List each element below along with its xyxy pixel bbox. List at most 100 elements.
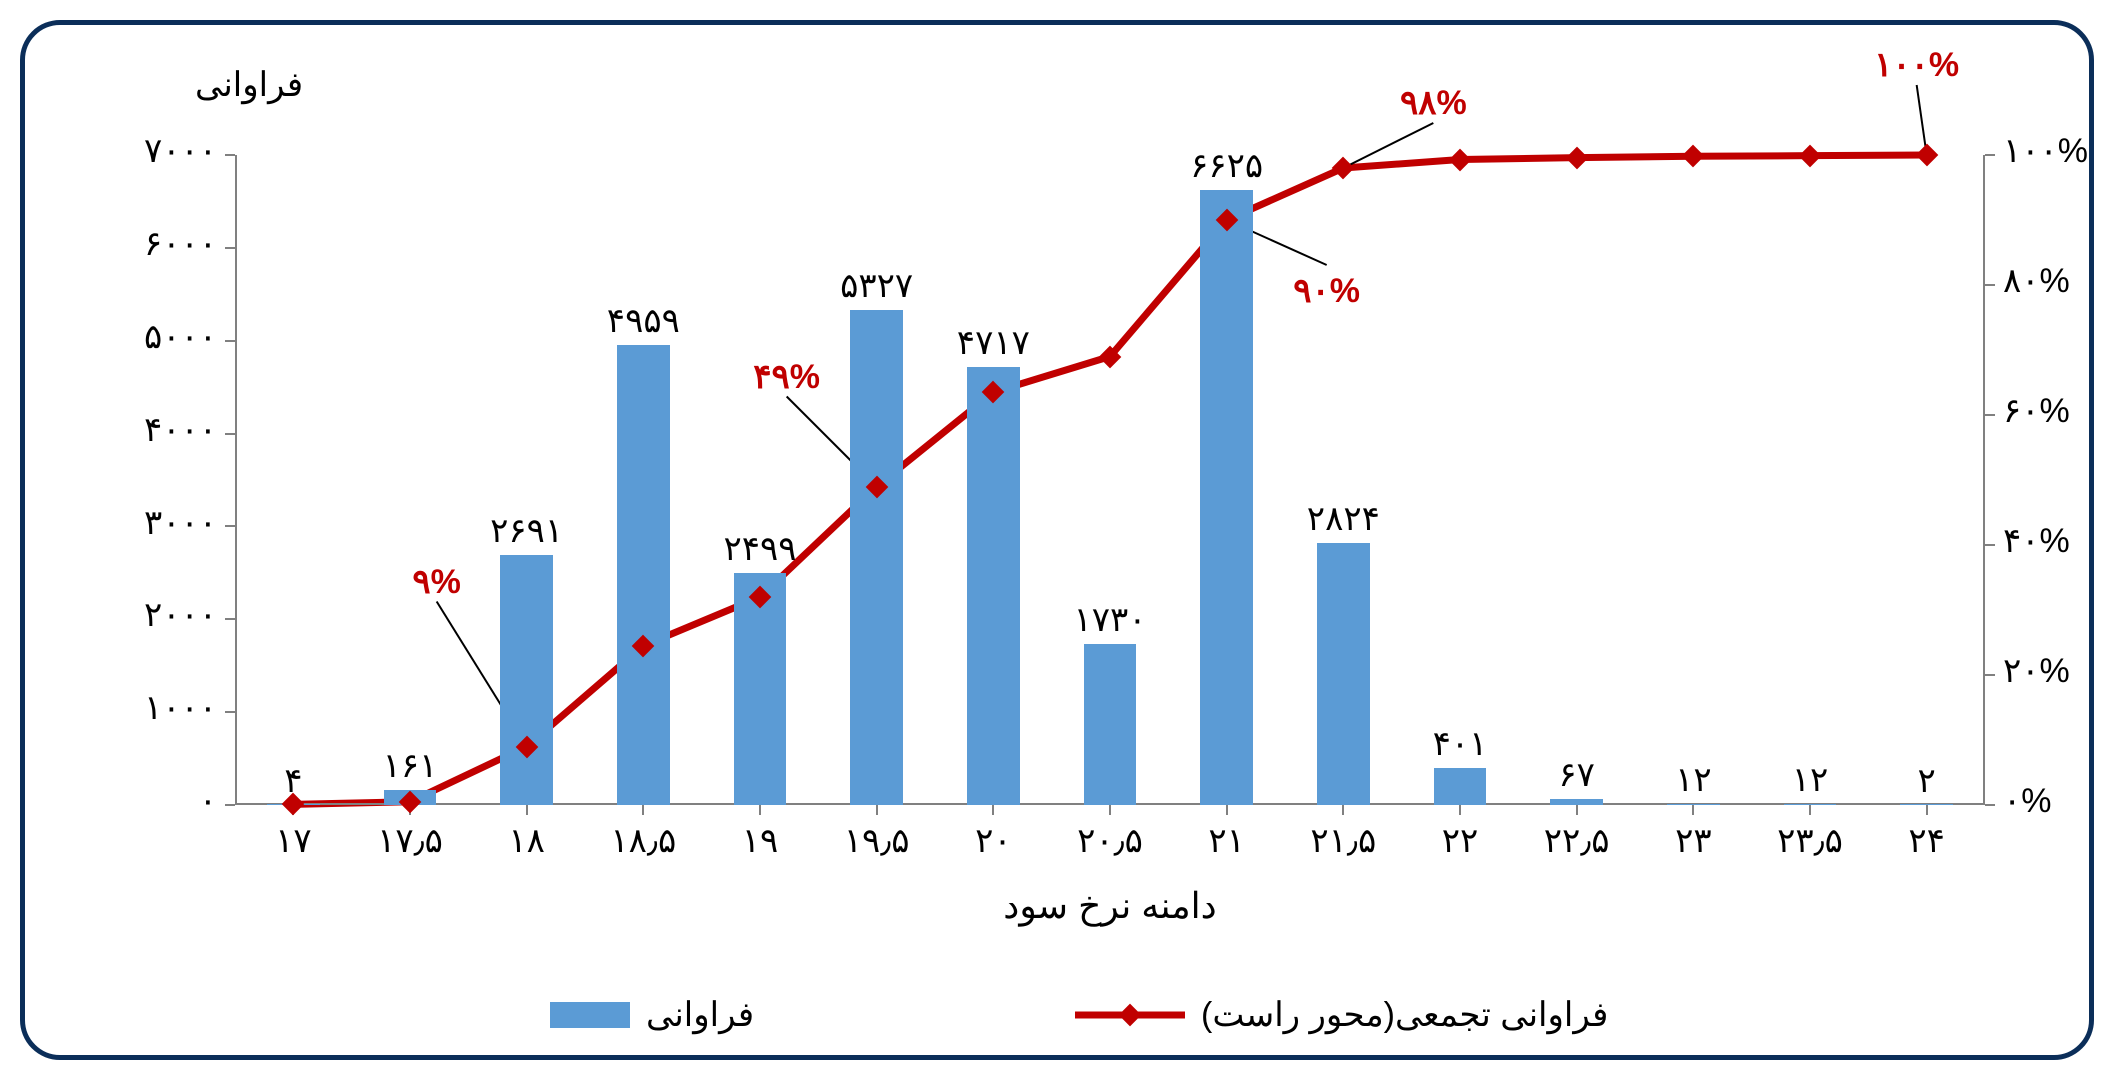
callout-label: ۹۸% xyxy=(1400,83,1467,123)
bar-value-label: ۶۶۲۵ xyxy=(1190,146,1263,186)
legend-bar-label: فراوانی xyxy=(646,995,754,1035)
y-left-tick xyxy=(225,247,235,249)
y-left-tick-label: ۵۰۰۰ xyxy=(67,317,217,357)
bar-value-label: ۱۶۱ xyxy=(383,746,438,786)
y-left-tick xyxy=(225,618,235,620)
legend-bar-swatch xyxy=(550,1002,630,1028)
y-right-tick xyxy=(1985,804,1995,806)
plot-area xyxy=(235,155,1985,805)
x-tick-label: ۲۱ xyxy=(1167,821,1287,861)
bar-value-label: ۲۴۹۹ xyxy=(723,529,796,569)
axis-line xyxy=(1983,155,1985,805)
bar xyxy=(617,345,670,805)
y-left-tick-label: ۷۰۰۰ xyxy=(67,131,217,171)
x-tick-label: ۱۹ xyxy=(700,821,820,861)
x-tick-label: ۲۳٫۵ xyxy=(1750,821,1870,861)
bar-value-label: ۴ xyxy=(284,761,302,801)
y-right-tick-label: ۱۰۰% xyxy=(2003,131,2088,171)
y-right-tick-label: ۶۰% xyxy=(2003,391,2070,431)
bar-value-label: ۱۲ xyxy=(1792,760,1829,800)
y-left-tick-label: ۲۰۰۰ xyxy=(67,595,217,635)
x-tick-label: ۱۷ xyxy=(233,821,353,861)
bar xyxy=(500,555,553,805)
bar xyxy=(1550,799,1603,805)
bar-value-label: ۲۶۹۱ xyxy=(490,511,563,551)
y-right-tick xyxy=(1985,284,1995,286)
x-tick xyxy=(1926,805,1928,815)
bar xyxy=(967,367,1020,805)
bar-value-label: ۱۲ xyxy=(1675,760,1712,800)
y-right-tick xyxy=(1985,154,1995,156)
y-left-tick-label: ۶۰۰۰ xyxy=(67,224,217,264)
y-left-tick-label: ۱۰۰۰ xyxy=(67,688,217,728)
x-tick-label: ۱۷٫۵ xyxy=(350,821,470,861)
y-left-tick-label: ۳۰۰۰ xyxy=(67,503,217,543)
bar xyxy=(1317,543,1370,805)
y-right-tick-label: ۲۰% xyxy=(2003,651,2070,691)
bar-value-label: ۴۷۱۷ xyxy=(957,323,1030,363)
y-right-tick xyxy=(1985,544,1995,546)
axis-line xyxy=(235,155,237,805)
legend-line-label: فراوانی تجمعی(محور راست) xyxy=(1201,995,1608,1035)
legend-line: فراوانی تجمعی(محور راست) xyxy=(1075,995,1624,1035)
x-tick-label: ۲۲ xyxy=(1400,821,1520,861)
y-left-title: فراوانی xyxy=(195,65,303,105)
x-tick-label: ۲۳ xyxy=(1633,821,1753,861)
x-tick xyxy=(759,805,761,815)
x-axis-title: دامنه نرخ سود xyxy=(960,885,1260,927)
x-tick-label: ۲۲٫۵ xyxy=(1517,821,1637,861)
callout-label: ۹۰% xyxy=(1293,271,1360,311)
x-tick xyxy=(1342,805,1344,815)
y-left-tick xyxy=(225,711,235,713)
x-tick xyxy=(1226,805,1228,815)
y-right-tick-label: ۰% xyxy=(2003,781,2052,821)
chart-frame: فراوانی دامنه نرخ سود فراوانی فراوانی تج… xyxy=(0,0,2114,1080)
x-tick xyxy=(1459,805,1461,815)
bar xyxy=(850,310,903,805)
x-tick xyxy=(1576,805,1578,815)
bar xyxy=(1434,768,1487,805)
bar-value-label: ۴۹۵۹ xyxy=(607,301,680,341)
x-tick xyxy=(1109,805,1111,815)
y-left-tick xyxy=(225,433,235,435)
bar-value-label: ۲ xyxy=(1918,761,1936,801)
y-right-tick-label: ۴۰% xyxy=(2003,521,2070,561)
x-tick xyxy=(876,805,878,815)
bar xyxy=(1900,804,1953,805)
bar xyxy=(1084,644,1137,805)
bar xyxy=(1784,804,1837,805)
x-tick-label: ۲۰ xyxy=(933,821,1053,861)
y-left-tick xyxy=(225,340,235,342)
y-left-tick xyxy=(225,804,235,806)
x-tick-label: ۲۱٫۵ xyxy=(1283,821,1403,861)
chart-border: فراوانی دامنه نرخ سود فراوانی فراوانی تج… xyxy=(20,20,2094,1060)
x-tick xyxy=(992,805,994,815)
x-tick-label: ۱۸ xyxy=(467,821,587,861)
x-tick xyxy=(526,805,528,815)
legend-line-swatch xyxy=(1075,1000,1185,1030)
x-tick-label: ۱۹٫۵ xyxy=(817,821,937,861)
y-right-tick xyxy=(1985,414,1995,416)
bar-value-label: ۶۷ xyxy=(1558,755,1595,795)
bar xyxy=(1667,804,1720,805)
x-tick xyxy=(642,805,644,815)
bar-value-label: ۲۸۲۴ xyxy=(1307,499,1380,539)
y-right-tick-label: ۸۰% xyxy=(2003,261,2070,301)
y-left-tick xyxy=(225,154,235,156)
y-right-tick xyxy=(1985,674,1995,676)
bar-value-label: ۴۰۱ xyxy=(1433,724,1488,764)
legend-bar: فراوانی xyxy=(550,995,770,1035)
x-tick xyxy=(1692,805,1694,815)
y-left-tick xyxy=(225,525,235,527)
x-tick-label: ۱۸٫۵ xyxy=(583,821,703,861)
y-left-tick-label: ۴۰۰۰ xyxy=(67,410,217,450)
bar xyxy=(1200,190,1253,805)
x-tick-label: ۲۴ xyxy=(1867,821,1987,861)
bar-value-label: ۵۳۲۷ xyxy=(840,266,913,306)
callout-label: ۹% xyxy=(412,562,461,602)
callout-label: ۴۹% xyxy=(753,357,820,397)
x-tick xyxy=(1809,805,1811,815)
y-left-tick-label: ۰ xyxy=(67,781,217,821)
x-tick-label: ۲۰٫۵ xyxy=(1050,821,1170,861)
callout-label: ۱۰۰% xyxy=(1874,45,1959,85)
